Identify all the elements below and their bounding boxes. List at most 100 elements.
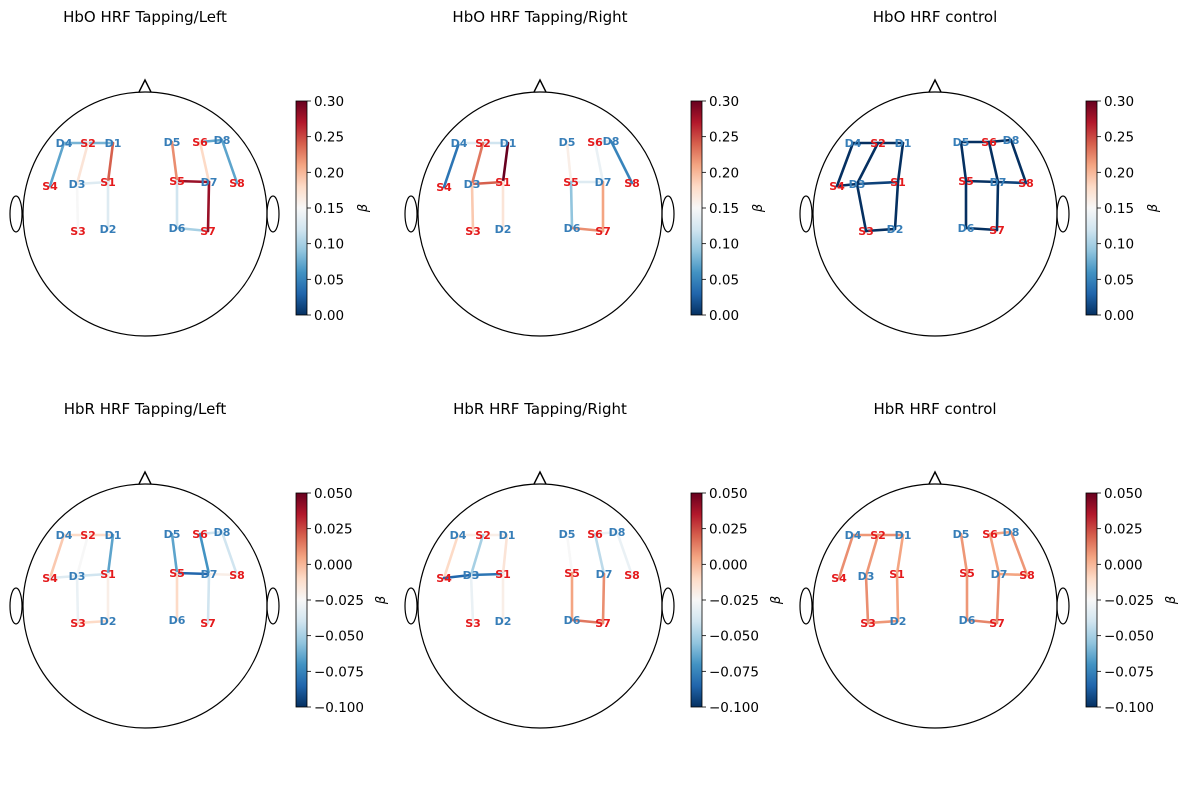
source-S6: S6 (587, 136, 603, 149)
source-S6: S6 (192, 136, 208, 149)
source-S7: S7 (200, 225, 216, 238)
colorbar-tick-label: 0.05 (314, 272, 344, 288)
channel-S2-D3 (75, 533, 90, 578)
head-outline (812, 91, 1058, 337)
colorbar-tick-label: −0.025 (314, 593, 364, 609)
source-S4: S4 (42, 180, 58, 193)
source-S8: S8 (624, 177, 640, 190)
nose-outline (533, 470, 547, 485)
source-S8: S8 (624, 569, 640, 582)
detector-D3: D3 (464, 178, 481, 191)
channel-S1-D1 (501, 141, 510, 184)
channel-S1-D3 (470, 180, 505, 186)
channel-S4-D3 (48, 574, 79, 580)
panel-title: HbO HRF Tapping/Right (452, 8, 627, 26)
left-ear (404, 195, 418, 233)
source-S7: S7 (200, 617, 216, 630)
channel-S8-D8 (615, 530, 634, 577)
channel-S4-D4 (442, 533, 460, 580)
colorbar-tick-label: 0.05 (1104, 272, 1134, 288)
panel-1: HbO HRF Tapping/Left D4 S2 D1 S4 D3 S1 S3 D2 D5 S6… (9, 8, 371, 337)
panel-2: HbO HRF Tapping/Right D4 S2 D1 S4 D3 S1 S3 D2 D5 S… (404, 8, 766, 337)
right-ear (661, 195, 675, 233)
detector-D2: D2 (100, 615, 117, 628)
channel-S8-D8 (609, 139, 634, 185)
panel-title: HbR HRF Tapping/Left (64, 400, 227, 418)
source-S2: S2 (475, 529, 491, 542)
colorbar-tick-label: 0.000 (314, 557, 353, 573)
colorbar-tick-label: 0.20 (709, 165, 739, 181)
detector-D3: D3 (849, 178, 866, 191)
colorbar-tick-label: 0.15 (709, 201, 739, 217)
colorbar-label: β (356, 204, 371, 213)
channel-S6-D8 (198, 138, 224, 144)
source-S2: S2 (80, 529, 96, 542)
channel-S3-D2 (864, 227, 897, 233)
channel-S6-D8 (198, 530, 224, 536)
detector-D6: D6 (564, 222, 581, 235)
detector-D3: D3 (858, 570, 875, 583)
source-S5: S5 (564, 567, 580, 580)
detector-D6: D6 (564, 614, 581, 627)
colorbar-tick-label: 0.30 (314, 94, 344, 110)
channel-S8-D8 (1009, 138, 1028, 185)
detector-D2: D2 (100, 223, 117, 236)
detector-D4: D4 (56, 529, 73, 542)
source-S4: S4 (42, 572, 58, 585)
right-ear (1056, 195, 1070, 233)
detector-D2: D2 (887, 223, 904, 236)
channel-S8-D8 (1009, 530, 1029, 577)
channel-S5-D5 (170, 140, 179, 183)
channel-S5-D5 (565, 140, 573, 184)
panel-6: HbR HRF control D4 S2 D1 S4 D3 S1 S3 D2 D5 S6 D8 S5 D… (799, 400, 1179, 729)
channel-S1-D3 (469, 572, 505, 577)
nose-outline (928, 470, 942, 485)
source-S8: S8 (229, 177, 245, 190)
channel-S1-D3 (75, 572, 110, 578)
colorbar-tick-label: 0.30 (709, 94, 739, 110)
colorbar-tick-label: −0.050 (314, 629, 364, 645)
source-S5: S5 (959, 567, 975, 580)
channel-S5-D5 (565, 532, 574, 575)
channel-S6-D8 (988, 530, 1013, 536)
detector-D1: D1 (499, 529, 516, 542)
detector-D6: D6 (959, 614, 976, 627)
source-S8: S8 (229, 569, 245, 582)
channel-S8-D7 (207, 572, 239, 577)
detector-D1: D1 (500, 137, 517, 150)
colorbar-tick-label: 0.15 (314, 201, 344, 217)
channel-S3-D3 (75, 182, 80, 233)
detector-D5: D5 (164, 136, 181, 149)
colorbar-tick-label: 0.25 (709, 130, 739, 146)
channel-S4-D3 (835, 182, 859, 188)
detector-D8: D8 (214, 526, 231, 539)
channel-S4-D4 (442, 141, 461, 189)
panel-5: HbR HRF Tapping/Right D4 S2 D1 S4 D3 S1 S3 D2 D5 S… (404, 400, 784, 729)
source-S8: S8 (1018, 177, 1034, 190)
channel-S1-D2 (893, 180, 900, 231)
detector-D4: D4 (56, 137, 73, 150)
colorbar-tick-label: −0.050 (1104, 629, 1154, 645)
colorbar (1085, 100, 1098, 316)
colorbar-tick-label: −0.075 (1104, 664, 1154, 680)
left-ear (9, 195, 23, 233)
left-ear (9, 587, 23, 625)
source-S4: S4 (829, 180, 845, 193)
colorbar-label: β (751, 204, 766, 213)
colorbar-tick-label: −0.100 (709, 700, 759, 716)
channel-S8-D8 (220, 530, 239, 577)
channel-S3-D3 (855, 182, 868, 233)
detector-D2: D2 (495, 615, 512, 628)
detector-D1: D1 (105, 529, 122, 542)
channel-S4-D4 (48, 141, 66, 188)
colorbar-tick-label: 0.10 (1104, 237, 1134, 253)
channel-S8-D7 (997, 572, 1029, 577)
detector-D8: D8 (214, 134, 231, 147)
colorbar-tick-label: 0.025 (709, 522, 748, 538)
channel-S8-D7 (996, 180, 1028, 185)
source-S3: S3 (860, 617, 876, 630)
detector-D4: D4 (451, 137, 468, 150)
source-S6: S6 (587, 528, 603, 541)
nose-outline (138, 78, 152, 93)
